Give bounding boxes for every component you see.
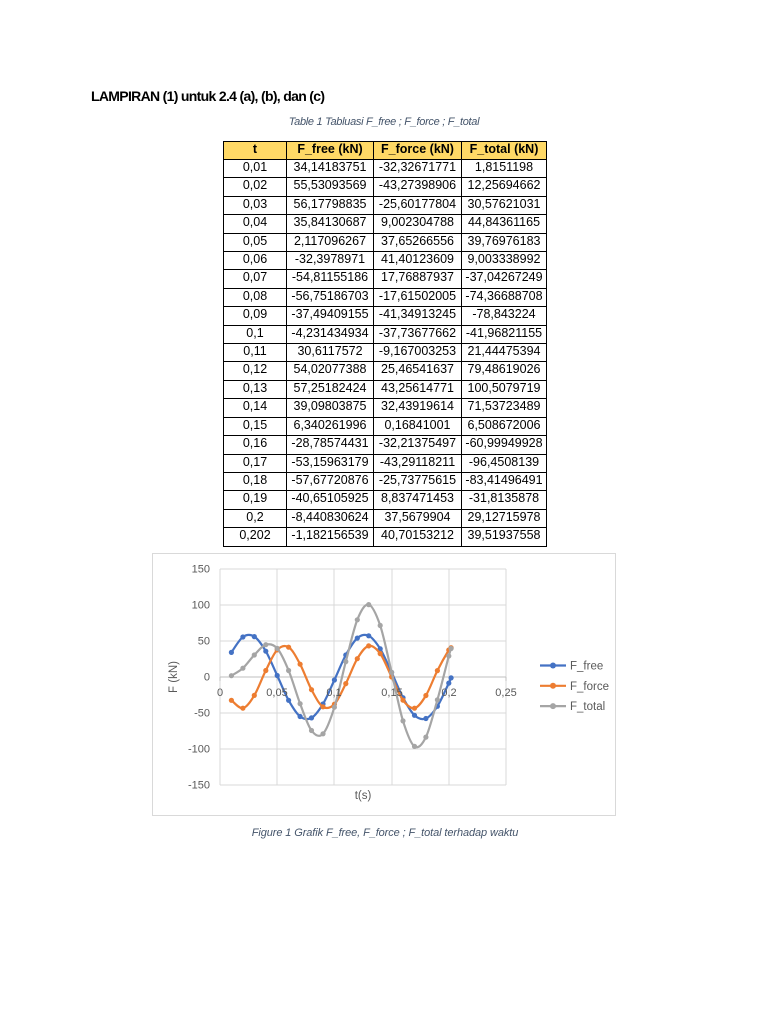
svg-text:-100: -100 [188, 744, 210, 756]
svg-text:0: 0 [217, 687, 223, 699]
svg-text:0,15: 0,15 [381, 687, 402, 699]
svg-text:0: 0 [204, 672, 210, 684]
svg-text:0,1: 0,1 [326, 687, 341, 699]
svg-text:-150: -150 [188, 780, 210, 792]
svg-text:150: 150 [192, 564, 210, 576]
svg-text:100: 100 [192, 600, 210, 612]
svg-text:F_total: F_total [570, 701, 605, 713]
svg-text:t(s): t(s) [355, 790, 372, 802]
svg-text:0,25: 0,25 [495, 687, 516, 699]
svg-text:F_free: F_free [570, 661, 603, 673]
svg-text:0,2: 0,2 [441, 687, 456, 699]
svg-text:-50: -50 [194, 708, 210, 720]
svg-text:0,05: 0,05 [266, 687, 287, 699]
svg-text:50: 50 [198, 636, 210, 648]
svg-text:F_force: F_force [570, 681, 609, 693]
svg-text:F (kN): F (kN) [168, 661, 180, 693]
